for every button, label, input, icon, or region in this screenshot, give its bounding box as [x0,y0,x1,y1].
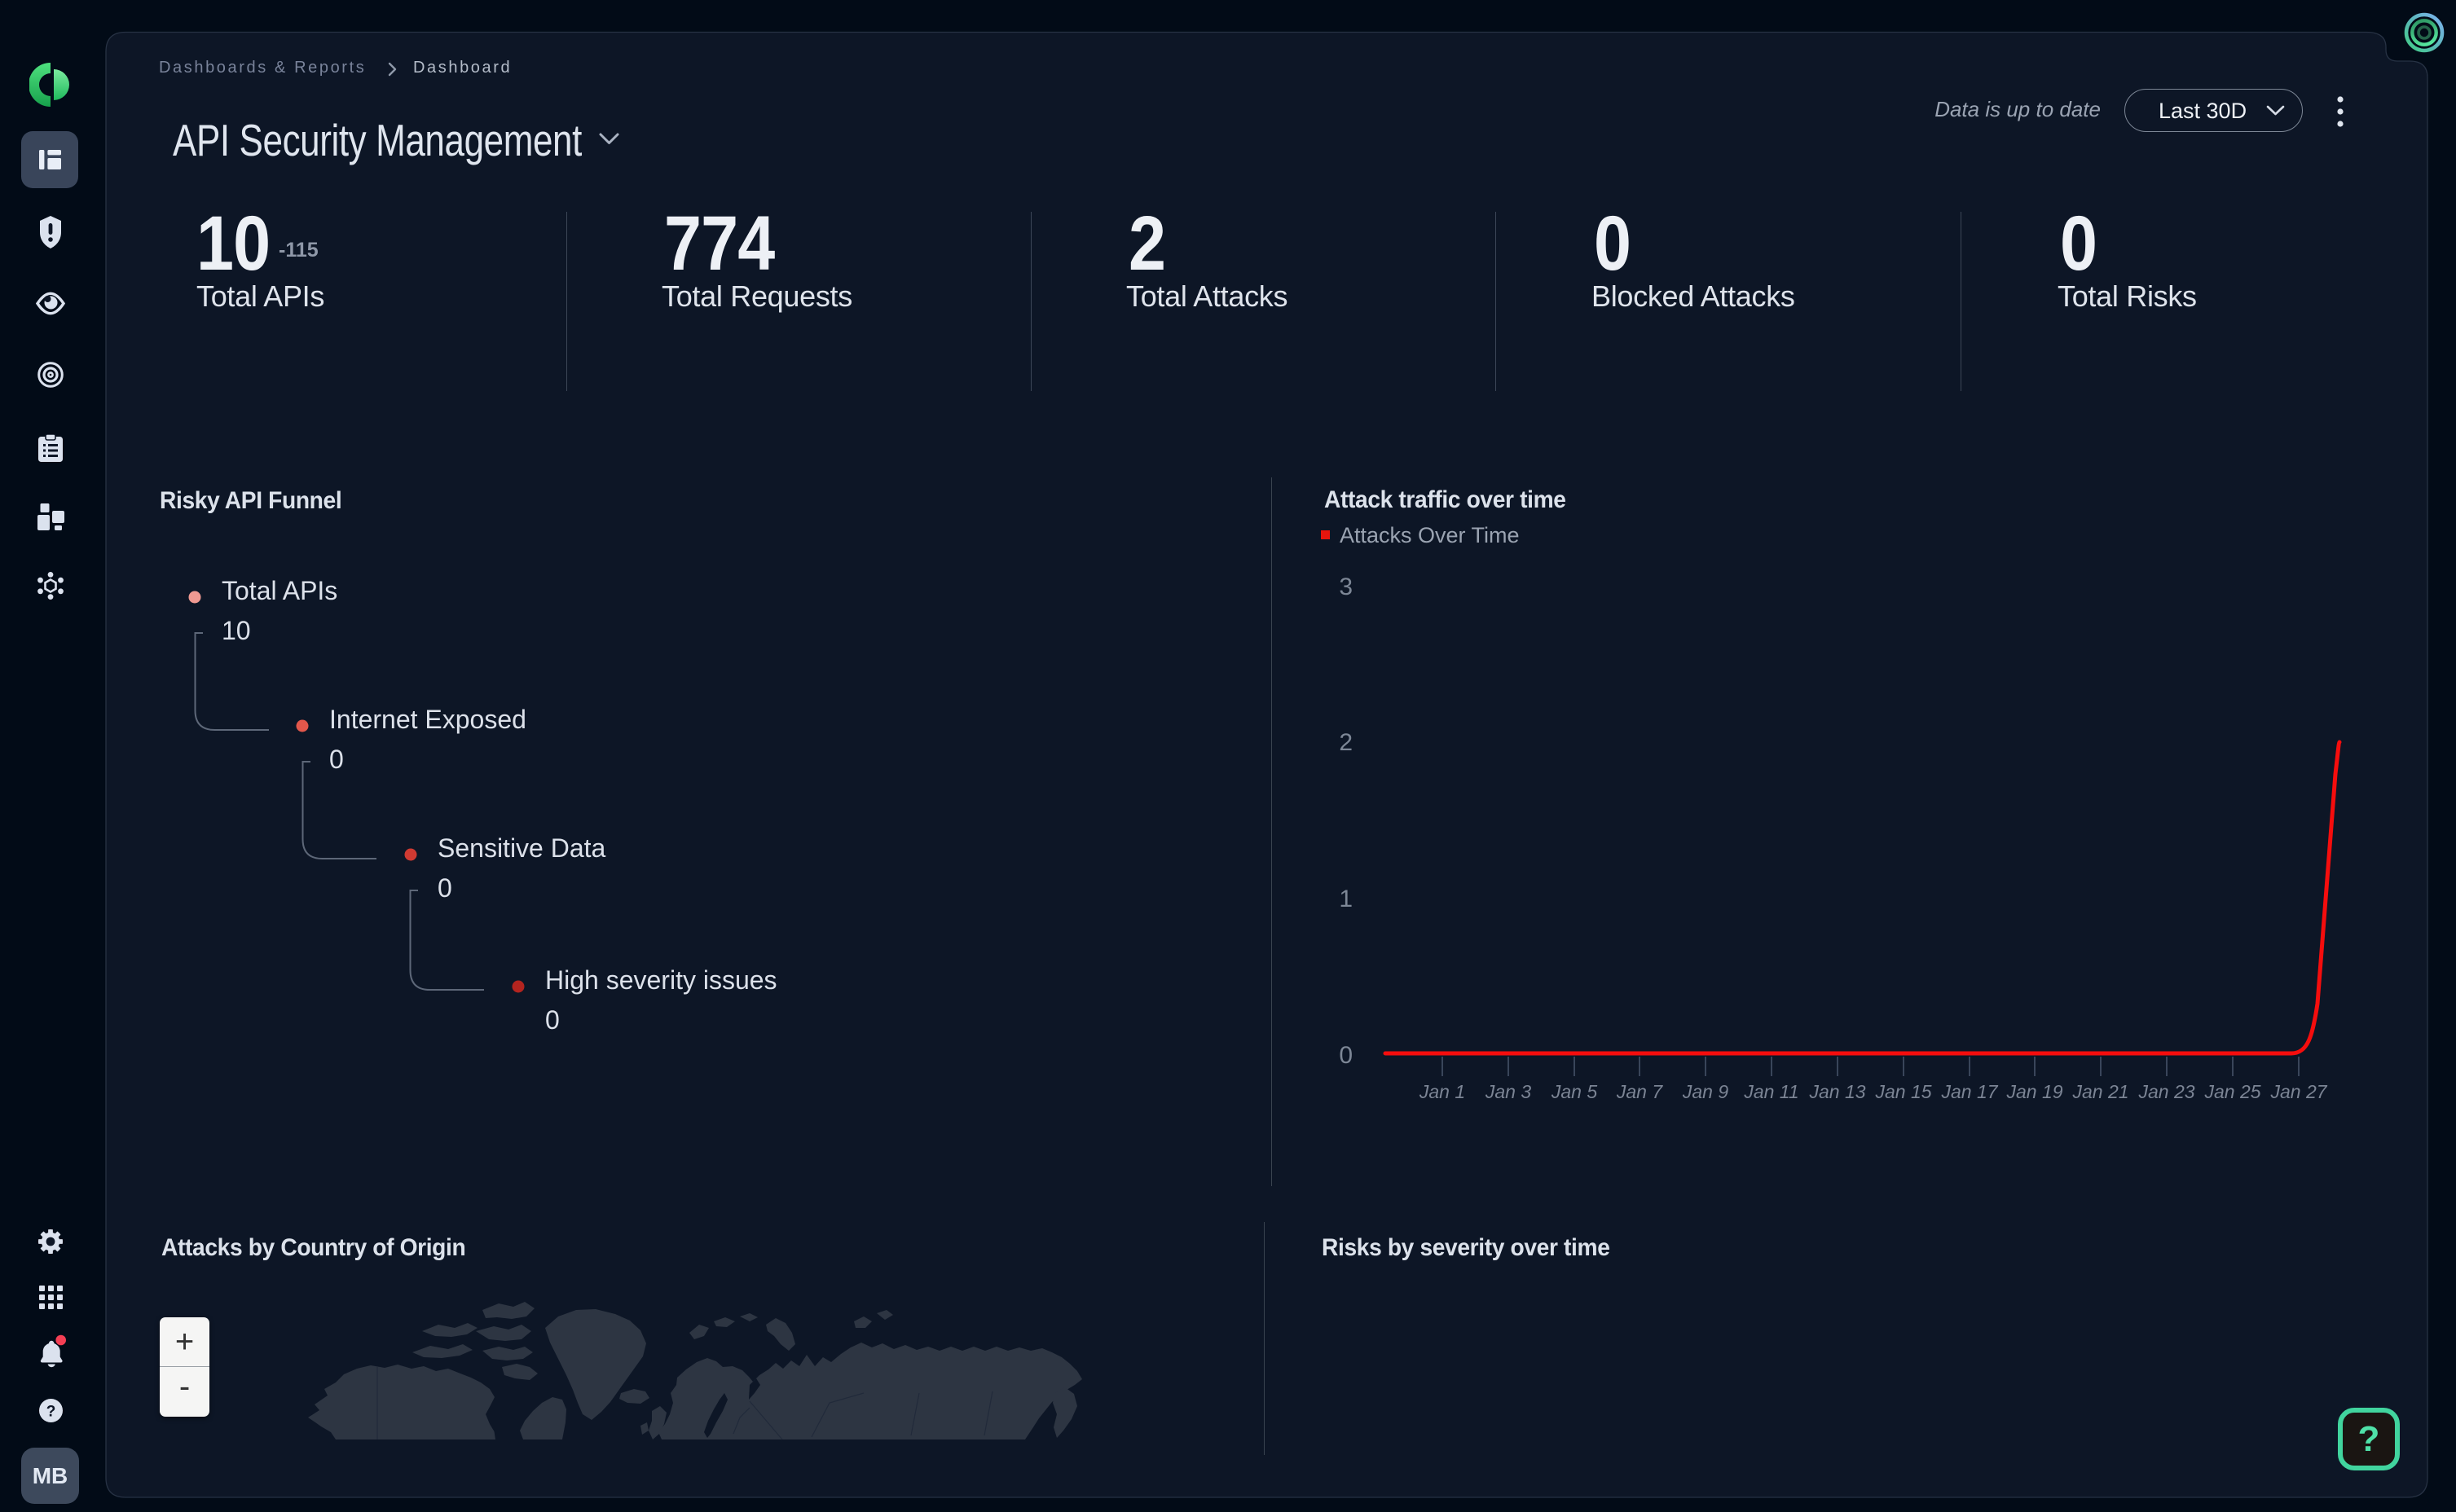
svg-text:Jan 1: Jan 1 [1419,1081,1465,1102]
svg-text:Jan 13: Jan 13 [1808,1081,1865,1102]
svg-text:Jan 21: Jan 21 [2071,1081,2128,1102]
svg-text:0: 0 [1339,1042,1353,1069]
svg-text:3: 3 [1339,574,1353,600]
svg-text:Jan 9: Jan 9 [1682,1081,1728,1102]
svg-text:Jan 19: Jan 19 [2005,1081,2062,1102]
svg-text:2: 2 [1339,729,1353,756]
svg-text:Jan 5: Jan 5 [1551,1081,1597,1102]
svg-text:Jan 17: Jan 17 [1940,1081,1998,1102]
svg-text:Jan 11: Jan 11 [1743,1081,1798,1102]
svg-text:Jan 27: Jan 27 [2269,1081,2327,1102]
svg-text:Jan 23: Jan 23 [2137,1081,2194,1102]
svg-text:Jan 15: Jan 15 [1874,1081,1931,1102]
svg-text:Jan 25: Jan 25 [2203,1081,2260,1102]
svg-text:Jan 3: Jan 3 [1485,1081,1531,1102]
svg-text:?: ? [46,1404,56,1421]
svg-text:1: 1 [1339,886,1353,912]
svg-text:Jan 7: Jan 7 [1616,1081,1663,1102]
